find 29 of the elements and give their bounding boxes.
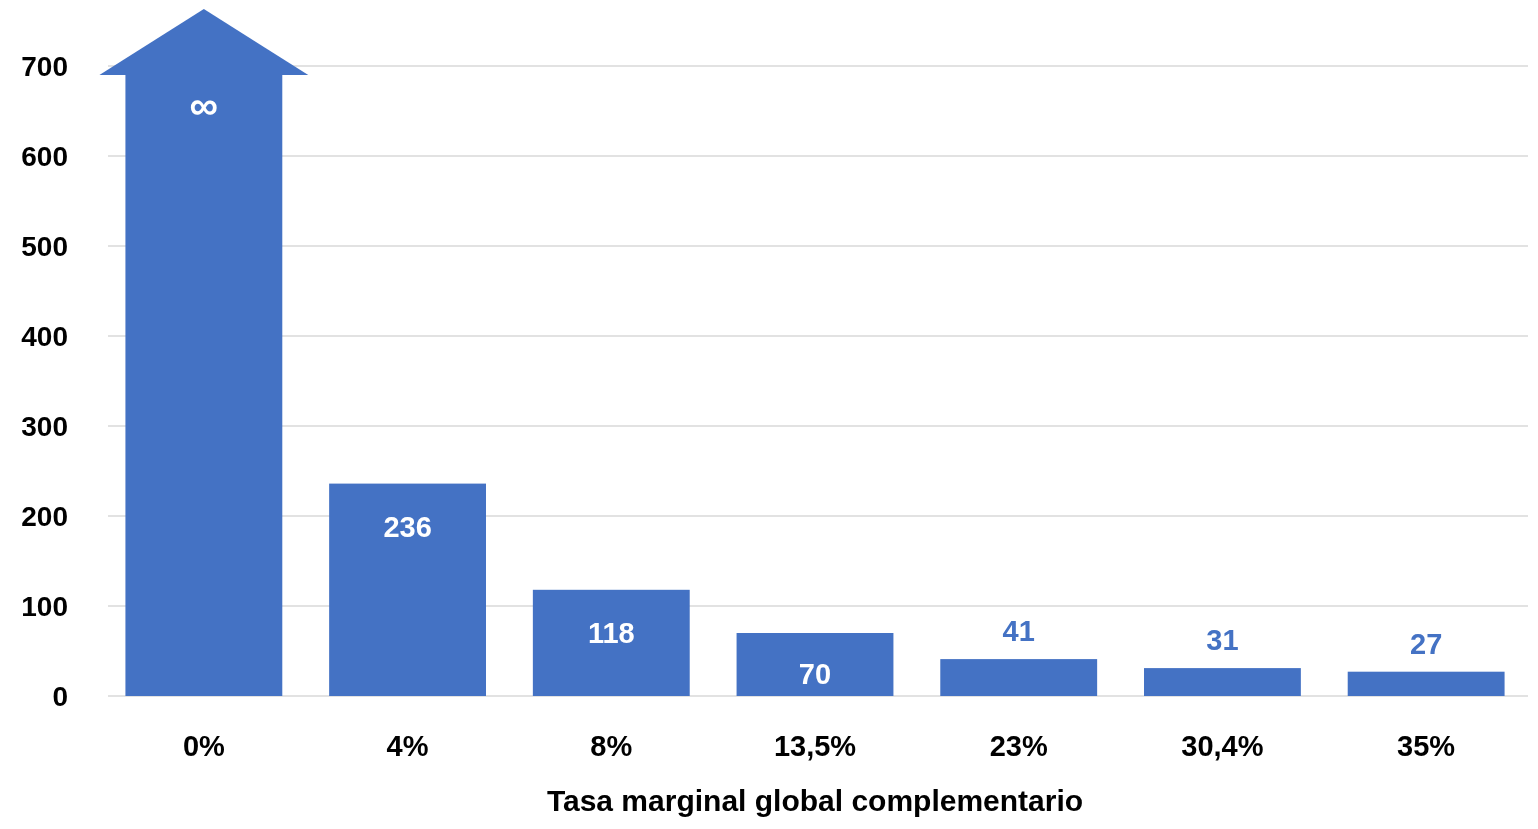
- x-tick-label: 0%: [182, 730, 226, 762]
- x-tick-label: 13,5%: [773, 730, 857, 762]
- x-tick-label: 35%: [1397, 730, 1456, 762]
- y-tick-label: 400: [21, 320, 68, 352]
- x-tick-label: 8%: [590, 730, 633, 762]
- bar: [532, 589, 690, 696]
- data-label: 27: [1410, 627, 1443, 660]
- bar: [736, 633, 894, 696]
- y-tick-label: 100: [21, 590, 68, 622]
- data-label: 41: [1002, 615, 1035, 648]
- x-tick-label: 4%: [386, 730, 429, 762]
- x-tick-label: 30,4%: [1181, 730, 1264, 762]
- y-tick-label: 500: [21, 230, 68, 262]
- data-label: 236: [383, 510, 432, 543]
- data-label: ∞: [189, 83, 219, 127]
- y-tick-label: 200: [21, 500, 68, 532]
- data-label: 31: [1206, 624, 1239, 657]
- data-label: 70: [798, 658, 832, 690]
- y-tick-label: 700: [21, 50, 68, 82]
- y-tick-label: 600: [21, 140, 68, 172]
- x-axis-title: Tasa marginal global complementario: [546, 784, 1084, 817]
- x-tick-label: 23%: [989, 730, 1048, 762]
- bar: [1144, 668, 1301, 696]
- y-tick-label: 0: [52, 680, 68, 712]
- bar: [1347, 671, 1505, 696]
- data-label: 118: [587, 616, 635, 649]
- y-tick-label: 300: [21, 410, 68, 442]
- bar: [329, 483, 486, 696]
- bar: [940, 659, 1098, 696]
